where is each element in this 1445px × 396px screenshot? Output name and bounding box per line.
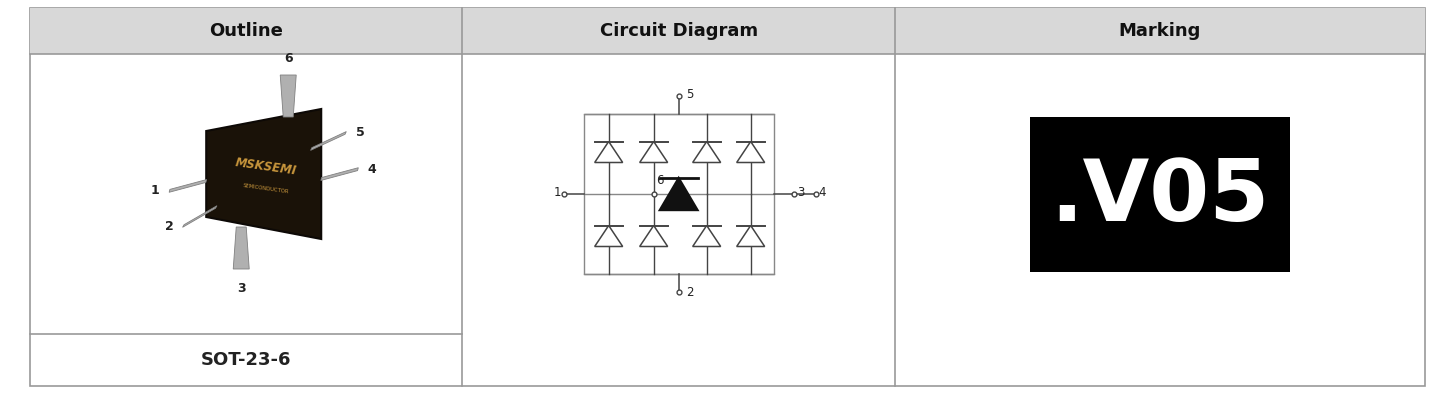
Polygon shape: [169, 179, 207, 192]
Text: 5: 5: [355, 126, 364, 139]
Polygon shape: [737, 225, 764, 246]
Polygon shape: [233, 227, 249, 269]
Text: Circuit Diagram: Circuit Diagram: [600, 22, 757, 40]
Text: 2: 2: [686, 286, 694, 299]
Text: MSKSEMI: MSKSEMI: [234, 156, 298, 178]
Text: SEMICONDUCTOR: SEMICONDUCTOR: [243, 183, 289, 195]
Text: .V05: .V05: [1051, 156, 1270, 238]
Bar: [1030, 116, 1290, 272]
Text: 6: 6: [656, 173, 663, 187]
Polygon shape: [280, 75, 296, 117]
Polygon shape: [660, 178, 698, 210]
Text: 3: 3: [237, 282, 246, 295]
Text: 6: 6: [283, 52, 292, 65]
Text: 1: 1: [150, 184, 159, 197]
Text: Marking: Marking: [1118, 22, 1201, 40]
Bar: [30, 8, 1425, 54]
Polygon shape: [692, 141, 721, 162]
Text: SOT-23-6: SOT-23-6: [201, 351, 292, 369]
Polygon shape: [321, 168, 358, 181]
Text: 4: 4: [819, 185, 827, 198]
Polygon shape: [207, 109, 321, 239]
Bar: [584, 114, 773, 274]
Polygon shape: [595, 225, 623, 246]
Polygon shape: [640, 141, 668, 162]
Polygon shape: [640, 225, 668, 246]
Text: 1: 1: [553, 185, 561, 198]
Text: 3: 3: [796, 185, 803, 198]
Polygon shape: [595, 141, 623, 162]
Text: 5: 5: [686, 88, 694, 101]
Polygon shape: [182, 206, 217, 227]
Polygon shape: [311, 131, 347, 150]
Text: Outline: Outline: [210, 22, 283, 40]
Text: 2: 2: [165, 219, 173, 232]
Text: 4: 4: [368, 163, 377, 176]
Polygon shape: [692, 225, 721, 246]
Polygon shape: [737, 141, 764, 162]
